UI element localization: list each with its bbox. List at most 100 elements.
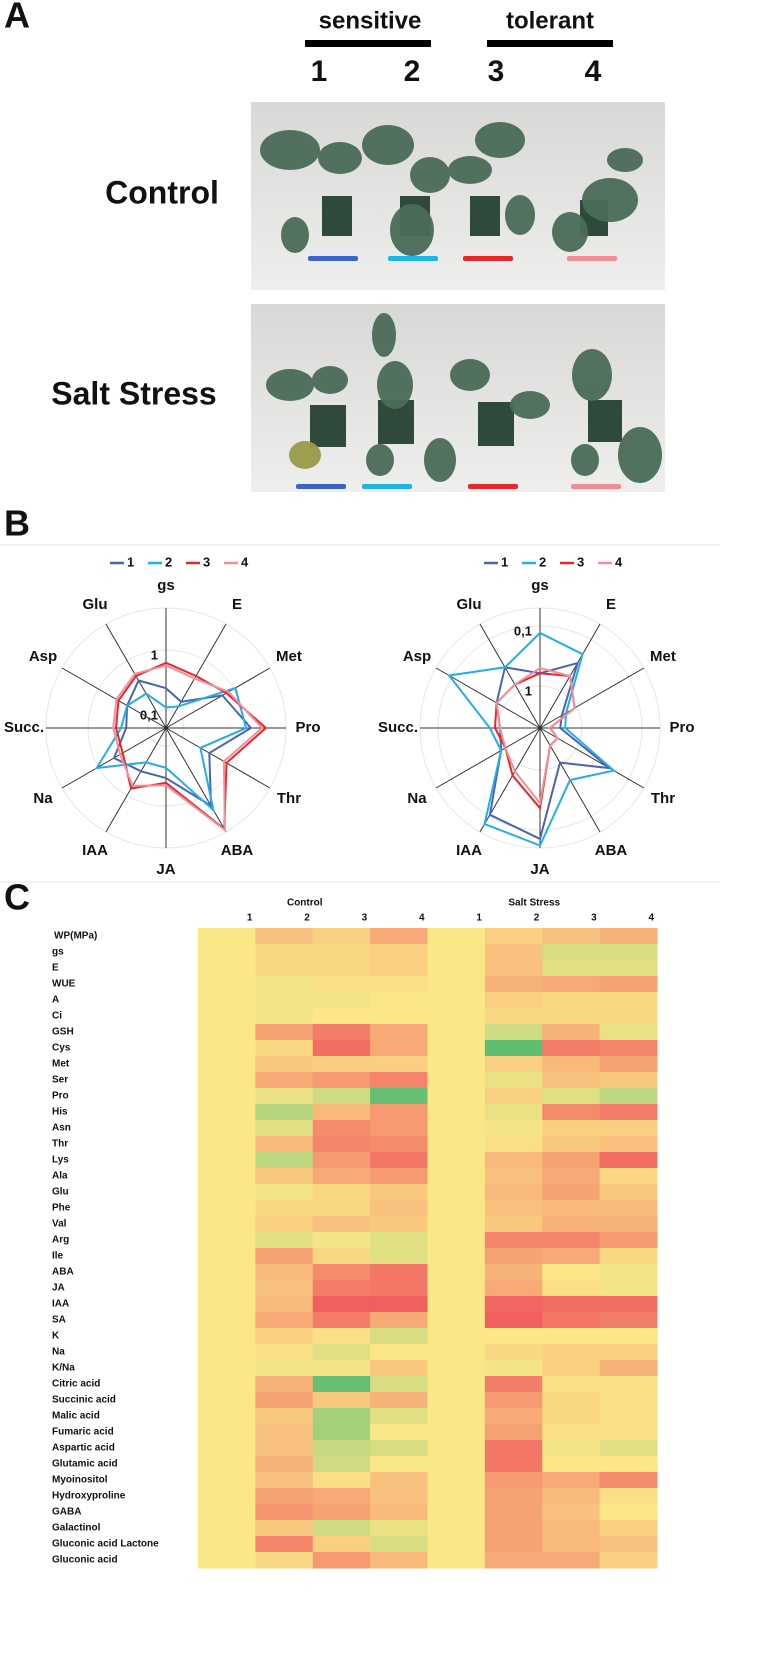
row-label: WUE xyxy=(52,979,76,990)
heatmap-cell xyxy=(255,1040,314,1057)
radar-line xyxy=(112,664,264,833)
heatmap-cell xyxy=(312,1280,371,1297)
heatmap-cell xyxy=(255,1232,314,1249)
heatmap-cell xyxy=(427,1136,486,1153)
heatmap-cell xyxy=(370,1040,428,1057)
heatmap-cell xyxy=(599,1024,658,1041)
heatmap-cell xyxy=(542,992,601,1009)
heatmap-cell xyxy=(255,1264,314,1281)
heatmap-cell xyxy=(427,1520,486,1537)
heatmap-cell xyxy=(255,1312,314,1329)
heatmap-cell xyxy=(370,944,428,961)
row-label: Thr xyxy=(52,1139,68,1150)
heatmap-cell xyxy=(542,1056,601,1073)
heatmap-cell xyxy=(255,1056,314,1073)
heatmap-cell xyxy=(198,1264,256,1281)
heatmap-cell xyxy=(198,1232,256,1249)
axis-label: Glu xyxy=(83,596,108,613)
heatmap-cell xyxy=(599,1184,658,1201)
heatmap-cell xyxy=(427,1264,486,1281)
axis-label: Thr xyxy=(651,790,675,807)
heatmap-cell xyxy=(542,1168,601,1185)
heatmap-cell xyxy=(198,1376,256,1393)
heatmap-cell xyxy=(599,1152,658,1169)
heatmap-cell xyxy=(542,1376,601,1393)
heatmap-cell xyxy=(198,1120,256,1137)
heatmap-cell xyxy=(198,960,256,977)
heatmap-cell xyxy=(198,1328,256,1345)
heatmap-cell xyxy=(370,1200,428,1217)
heatmap-cell xyxy=(312,944,371,961)
heatmap-cell xyxy=(370,1088,428,1105)
heatmap-cell xyxy=(542,1472,601,1489)
heatmap-cell xyxy=(370,1344,428,1361)
column-label: 2 xyxy=(534,913,540,924)
heatmap-cell xyxy=(427,1424,486,1441)
heatmap-cell xyxy=(542,960,601,977)
heatmap-cell xyxy=(427,1504,486,1521)
heatmap-cell xyxy=(312,992,371,1009)
heatmap-cell xyxy=(255,976,314,993)
row-label: Glu xyxy=(52,1187,69,1198)
heatmap-cell xyxy=(312,1472,371,1489)
heatmap-cell xyxy=(427,1104,486,1121)
r-tick-label: 1 xyxy=(151,647,158,662)
column-label: 1 xyxy=(247,913,253,924)
heatmap-cell xyxy=(542,1520,601,1537)
heatmap-cell xyxy=(370,1184,428,1201)
heatmap-cell xyxy=(427,960,486,977)
heatmap-cell xyxy=(198,992,256,1009)
row-label: Na xyxy=(52,1347,65,1358)
radar-line xyxy=(94,686,248,813)
line-label: 4 xyxy=(585,55,602,88)
heatmap-cell xyxy=(599,976,658,993)
heatmap-cell xyxy=(312,1424,371,1441)
heatmap-cell xyxy=(312,1488,371,1505)
heatmap-cell xyxy=(370,1504,428,1521)
heatmap-cell xyxy=(599,1136,658,1153)
row-label: GSH xyxy=(52,1027,74,1038)
heatmap-cell xyxy=(255,1472,314,1489)
heatmap-cell xyxy=(370,1136,428,1153)
heatmap-cell xyxy=(198,1104,256,1121)
heatmap-cell xyxy=(312,1136,371,1153)
row-label: Myoinositol xyxy=(52,1475,108,1486)
heatmap-cell xyxy=(370,1120,428,1137)
heatmap-cell xyxy=(312,1456,371,1473)
heatmap-cell xyxy=(599,1008,658,1025)
heatmap-cell xyxy=(312,1552,371,1569)
axis-label: Pro xyxy=(295,719,320,736)
heatmap-cell xyxy=(484,1280,543,1297)
heatmap-cell xyxy=(312,1120,371,1137)
row-label: Gluconic acid Lactone xyxy=(52,1539,159,1550)
row-label: WP(MPa) xyxy=(54,931,97,942)
heatmap-cell xyxy=(255,1488,314,1505)
heatmap-cell xyxy=(542,1312,601,1329)
heatmap-cell xyxy=(255,1104,314,1121)
heatmap-cell xyxy=(198,1088,256,1105)
heatmap-cell xyxy=(312,1264,371,1281)
heatmap-cell xyxy=(542,1424,601,1441)
heatmap-cell xyxy=(484,1232,543,1249)
axis-label: gs xyxy=(531,577,549,594)
heatmap-cell xyxy=(542,1120,601,1137)
heatmap-cell xyxy=(255,1392,314,1409)
heatmap-cell xyxy=(484,1488,543,1505)
heatmap-cell xyxy=(542,1152,601,1169)
row-label: A xyxy=(52,995,59,1006)
heatmap-cell xyxy=(370,1008,428,1025)
group-bar xyxy=(305,40,431,47)
heatmap-cell xyxy=(599,1392,658,1409)
heatmap-cell xyxy=(370,1536,428,1553)
heatmap-cell xyxy=(542,1280,601,1297)
heatmap-cell xyxy=(427,944,486,961)
heatmap-cell xyxy=(542,1344,601,1361)
heatmap-cell xyxy=(484,1472,543,1489)
heatmap-cell xyxy=(542,1328,601,1345)
heatmap-cell xyxy=(599,1216,658,1233)
heatmap-cell xyxy=(255,992,314,1009)
heatmap-cell xyxy=(599,1280,658,1297)
heatmap-cell xyxy=(255,1328,314,1345)
heatmap-cell xyxy=(312,1232,371,1249)
heatmap-cell xyxy=(312,1184,371,1201)
